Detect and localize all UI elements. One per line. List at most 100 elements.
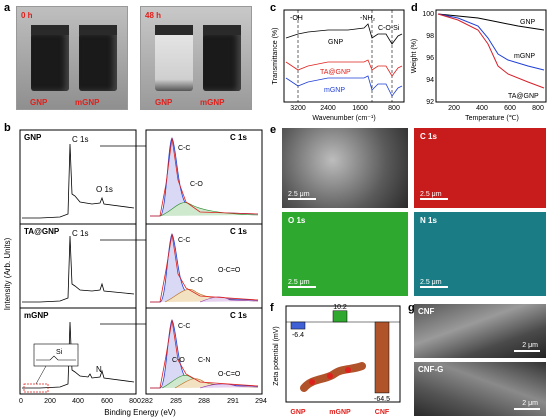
tga-frame bbox=[435, 9, 547, 103]
scalebar-n1s bbox=[420, 286, 448, 288]
sem-image-e: 2.5 μm bbox=[282, 128, 408, 208]
tga-ytick-0: 100 bbox=[422, 11, 434, 18]
tga-trace-mgnp bbox=[437, 13, 545, 71]
cap-gnp-0h bbox=[31, 25, 69, 35]
ftir-trace-gnp bbox=[285, 23, 403, 45]
tga-xtick-2: 600 bbox=[504, 105, 516, 112]
survey-tick-2: 400 bbox=[72, 398, 84, 405]
scalebar-cnf-g bbox=[514, 408, 540, 410]
panel-letter-b: b bbox=[4, 122, 11, 134]
inset-pointer bbox=[35, 365, 47, 385]
survey-tick-4: 800 bbox=[129, 398, 141, 405]
zeta-cat-1: mGNP bbox=[329, 409, 351, 416]
hr-tick-1: 285 bbox=[170, 398, 182, 405]
xps-xlabel: Binding Energy (eV) bbox=[104, 408, 176, 417]
label-mgnp-48h: mGNP bbox=[200, 98, 225, 107]
scale-o1s: 2.5 μm bbox=[288, 279, 310, 286]
tga-figure: Weight (%) 100 98 96 94 92 GNP mGNP TA@G… bbox=[411, 9, 547, 122]
panel-letter-d: d bbox=[411, 2, 418, 14]
survey-name-gnp: GNP bbox=[24, 133, 42, 142]
tga-series-ta: TA@GNP bbox=[508, 93, 539, 100]
ftir-tick-1: 2400 bbox=[320, 105, 336, 112]
ftir-tick-0: 3200 bbox=[290, 105, 306, 112]
ftir-series-mgnp: mGNP bbox=[324, 87, 345, 94]
particle-3 bbox=[345, 367, 351, 373]
scalebar-sem-e bbox=[288, 198, 316, 200]
ftir-series-ta: TA@GNP bbox=[320, 69, 351, 76]
zeta-cat-2: CNF bbox=[375, 409, 390, 416]
ftir-trace-ta bbox=[285, 59, 403, 77]
hr-fit-mgnp bbox=[150, 319, 259, 389]
particle-1 bbox=[309, 379, 315, 385]
time-label-0h: 0 h bbox=[21, 11, 33, 20]
label-gnp-0h: GNP bbox=[30, 98, 48, 107]
cap-mgnp-48h bbox=[203, 25, 241, 35]
panel-letter-g: g bbox=[408, 302, 415, 314]
si-inset bbox=[33, 343, 79, 367]
tga-ytick-1: 98 bbox=[426, 33, 434, 40]
scalebar-c1s bbox=[420, 198, 448, 200]
survey-name-ta: TA@GNP bbox=[24, 227, 60, 236]
photo-48h: 48 h bbox=[140, 6, 252, 110]
label-mgnp-0h: mGNP bbox=[75, 98, 100, 107]
hr-cc-gnp bbox=[150, 137, 259, 217]
particle-2 bbox=[327, 373, 333, 379]
tga-trace-ta bbox=[437, 13, 545, 89]
survey-frame-gnp bbox=[19, 129, 137, 225]
tga-xtick-1: 400 bbox=[476, 105, 488, 112]
survey-name-mgnp: mGNP bbox=[24, 311, 49, 320]
zeta-value-0: -6.4 bbox=[292, 332, 304, 339]
map-n1s: N 1s 2.5 μm bbox=[414, 212, 546, 296]
tga-series-gnp: GNP bbox=[520, 19, 536, 26]
zeta-value-1: 10.2 bbox=[333, 304, 347, 311]
sem-label-cnf: CNF bbox=[418, 307, 435, 316]
peak-cc-mgnp: C-C bbox=[178, 323, 190, 330]
hr-fit-ta bbox=[150, 233, 259, 303]
zeta-frame bbox=[285, 305, 401, 403]
sem-cnf-g: CNF-G 2 μm bbox=[414, 362, 546, 416]
hr-ocoo-mgnp bbox=[199, 383, 259, 389]
peak-cc-gnp: C-C bbox=[178, 145, 190, 152]
scale-n1s: 2.5 μm bbox=[420, 279, 442, 286]
ftir-series-gnp: GNP bbox=[328, 39, 344, 46]
survey-c1s-gnp: C 1s bbox=[72, 135, 88, 144]
panel-letter-c: c bbox=[270, 2, 277, 14]
ftir-frame bbox=[283, 9, 405, 103]
scale-sem-e: 2.5 μm bbox=[288, 191, 310, 198]
cap-gnp-48h bbox=[155, 25, 193, 35]
tga-trace-gnp bbox=[437, 13, 545, 31]
hr-co-gnp bbox=[159, 202, 259, 217]
peak-co-ta: C-O bbox=[190, 277, 203, 284]
zeta-figure: Zeta potential (mV) -6.4 10.2 -64.5 GNP mG… bbox=[273, 304, 401, 416]
tga-series-mgnp: mGNP bbox=[514, 53, 535, 60]
survey-frame-mgnp bbox=[19, 307, 137, 395]
si-inset-trace bbox=[36, 355, 76, 361]
vial-gnp-0h bbox=[31, 33, 69, 91]
zeta-bar-2 bbox=[374, 321, 390, 394]
zeta-ylabel: Zeta potential (mV) bbox=[273, 326, 280, 386]
vial-gnp-48h bbox=[155, 33, 193, 91]
scale-cnf: 2 μm bbox=[522, 342, 538, 349]
survey-trace-mgnp bbox=[22, 321, 135, 389]
panel-letter-e: e bbox=[270, 124, 277, 136]
tga-ytick-4: 92 bbox=[426, 99, 434, 106]
sem-label-cnf-g: CNF-G bbox=[418, 365, 444, 374]
tga-ytick-2: 96 bbox=[426, 55, 434, 62]
map-o1s: O 1s 2.5 μm bbox=[282, 212, 408, 296]
map-label-c1s: C 1s bbox=[420, 132, 437, 141]
xps-figure: Intensity (Arb. Units) GNP C 1s O 1s TA@… bbox=[3, 129, 267, 417]
ftir-ann-nh2: -NH₂ bbox=[360, 15, 375, 22]
tga-xlabel: Temperature (℃) bbox=[465, 115, 519, 122]
cap-mgnp-0h bbox=[79, 25, 117, 35]
ftir-ann-cosi: C-O-Si bbox=[378, 25, 400, 32]
survey-trace-ta bbox=[22, 235, 135, 303]
hr-tick-0: 282 bbox=[141, 398, 153, 405]
tga-xtick-0: 200 bbox=[448, 105, 460, 112]
tga-ylabel: Weight (%) bbox=[411, 39, 418, 74]
ftir-trace-mgnp bbox=[285, 75, 403, 97]
map-label-n1s: N 1s bbox=[420, 216, 437, 225]
peak-ocoo-ta: O-C=O bbox=[218, 267, 241, 274]
vial-mgnp-0h bbox=[79, 33, 117, 91]
ftir-tick-2: 1600 bbox=[352, 105, 368, 112]
tga-ytick-3: 94 bbox=[426, 77, 434, 84]
